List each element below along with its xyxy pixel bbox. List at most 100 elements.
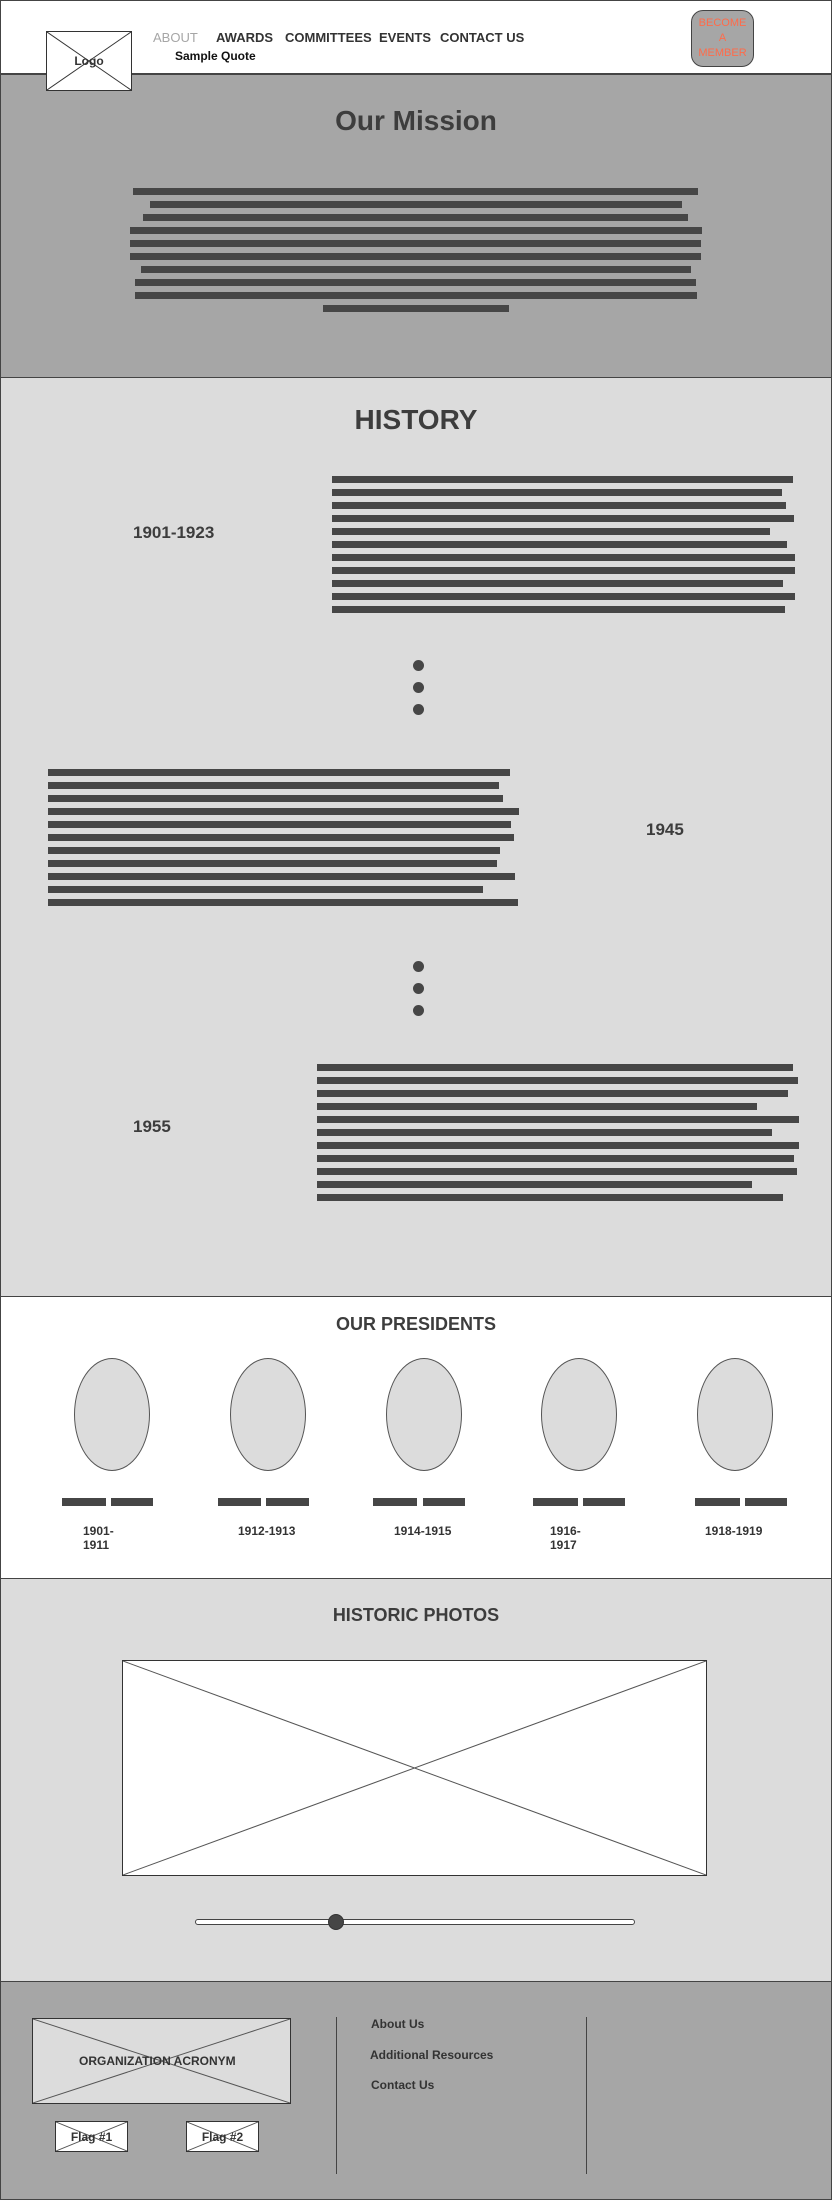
text-line — [317, 1116, 799, 1123]
years-line: 1918-1919 — [705, 1524, 763, 1538]
history-period-2: 1945 — [646, 820, 684, 839]
text-line — [48, 899, 518, 906]
text-line — [332, 580, 783, 587]
text-line — [332, 502, 786, 509]
text-line — [317, 1168, 797, 1175]
text-line — [317, 1090, 788, 1097]
name-placeholder — [62, 1498, 106, 1506]
logo-label: Logo — [74, 54, 104, 68]
name-placeholder — [695, 1498, 740, 1506]
placeholder-cross-icon — [47, 32, 131, 90]
text-line — [150, 201, 682, 208]
text-line — [332, 489, 782, 496]
flag-2-image: Flag #2 — [186, 2121, 259, 2152]
footer-divider — [586, 2017, 587, 2174]
placeholder-cross-icon — [56, 2122, 127, 2151]
timeline-dot — [413, 983, 424, 994]
text-line — [130, 227, 702, 234]
text-line — [317, 1103, 757, 1110]
years-line: 1901- — [83, 1524, 114, 1538]
flag-1-label: Flag #1 — [70, 2129, 113, 2144]
placeholder-cross-icon — [33, 2019, 290, 2103]
text-line — [141, 266, 691, 273]
name-placeholder — [533, 1498, 578, 1506]
text-line — [332, 541, 787, 548]
nav-sub-sample-quote[interactable]: Sample Quote — [175, 49, 256, 63]
text-line — [332, 606, 785, 613]
history-period-1: 1901-1923 — [133, 523, 215, 542]
years-line: 1911 — [83, 1538, 110, 1552]
presidents-title: OUR PRESIDENTS — [335, 1314, 497, 1334]
name-placeholder — [266, 1498, 309, 1506]
nav-contact-us[interactable]: CONTACT US — [440, 30, 525, 45]
timeline-dot — [413, 660, 424, 671]
text-line — [317, 1064, 793, 1071]
years-line: 1914-1915 — [394, 1524, 452, 1538]
cta-line-1: BECOME — [698, 17, 747, 29]
nav-awards[interactable]: AWARDS — [216, 30, 274, 45]
text-line — [317, 1129, 772, 1136]
name-placeholder — [218, 1498, 261, 1506]
nav-committees[interactable]: COMMITTEES — [285, 30, 372, 45]
timeline-dot — [413, 961, 424, 972]
footer-link-contact-us[interactable]: Contact Us — [371, 2078, 435, 2092]
text-line — [317, 1155, 794, 1162]
text-line — [317, 1194, 783, 1201]
logo[interactable]: Logo — [46, 31, 132, 91]
carousel-slider[interactable] — [195, 1914, 635, 1930]
text-line — [130, 253, 701, 260]
text-line — [332, 593, 795, 600]
nav-events[interactable]: EVENTS — [379, 30, 432, 45]
carousel-slider-thumb[interactable] — [328, 1914, 345, 1930]
text-line — [133, 188, 698, 195]
president-years-2: 1912-1913 — [238, 1524, 295, 1538]
text-line — [48, 769, 510, 776]
president-portrait — [541, 1358, 617, 1471]
nav-about[interactable]: ABOUT — [153, 30, 198, 45]
placeholder-cross-icon — [187, 2122, 258, 2151]
photos-title: HISTORIC PHOTOS — [332, 1605, 500, 1625]
text-line — [332, 554, 795, 561]
text-line — [48, 886, 483, 893]
president-years-1: 1901- 1911 — [83, 1524, 114, 1552]
text-line — [48, 860, 497, 867]
timeline-dot — [413, 1005, 424, 1016]
footer-link-additional-resources[interactable]: Additional Resources — [370, 2048, 494, 2062]
footer-link-about-us[interactable]: About Us — [371, 2017, 425, 2031]
years-line: 1912-1913 — [238, 1524, 296, 1538]
timeline-dot — [413, 704, 424, 715]
footer-divider — [336, 2017, 337, 2174]
text-line — [48, 873, 515, 880]
years-line: 1916- — [550, 1524, 581, 1538]
years-line: 1917 — [550, 1538, 577, 1552]
name-placeholder — [373, 1498, 417, 1506]
cta-line-3: MEMBER — [698, 47, 747, 59]
image-placeholder-icon — [123, 1661, 706, 1875]
history-title: HISTORY — [354, 404, 478, 435]
become-member-button[interactable]: BECOME A MEMBER — [691, 10, 754, 67]
text-line — [317, 1077, 798, 1084]
president-portrait — [74, 1358, 150, 1471]
president-years-5: 1918-1919 — [705, 1524, 762, 1538]
text-line — [130, 240, 701, 247]
text-line — [317, 1142, 799, 1149]
text-line — [323, 305, 509, 312]
name-placeholder — [583, 1498, 625, 1506]
text-line — [332, 528, 770, 535]
president-portrait — [386, 1358, 462, 1471]
timeline-dot — [413, 682, 424, 693]
text-line — [48, 821, 511, 828]
president-portrait — [230, 1358, 306, 1471]
text-line — [48, 847, 500, 854]
text-line — [332, 567, 795, 574]
organization-logo[interactable]: ORGANIZATION ACRONYM — [32, 2018, 291, 2104]
photo-carousel-image[interactable] — [122, 1660, 707, 1876]
text-line — [48, 834, 514, 841]
text-line — [317, 1181, 752, 1188]
text-line — [48, 782, 499, 789]
text-line — [332, 476, 793, 483]
text-line — [48, 795, 503, 802]
text-line — [135, 292, 697, 299]
flag-2-label: Flag #2 — [201, 2129, 244, 2144]
president-years-4: 1916- 1917 — [550, 1524, 581, 1552]
